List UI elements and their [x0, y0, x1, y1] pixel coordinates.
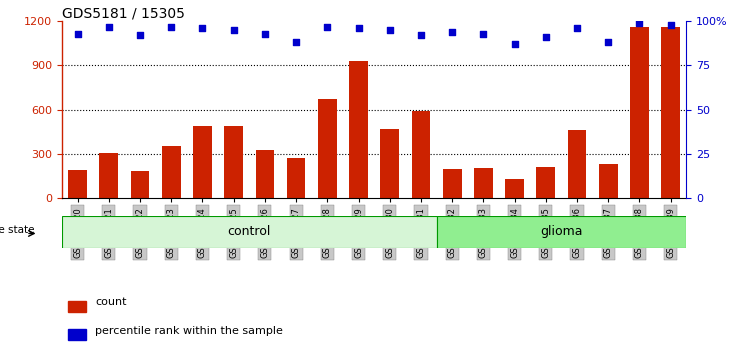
Point: [166, 24, 177, 29]
Text: GDS5181 / 15305: GDS5181 / 15305: [62, 6, 185, 20]
Point: [72, 31, 83, 36]
Bar: [412, 111, 430, 198]
Point: [259, 31, 271, 36]
Bar: [599, 164, 618, 198]
Point: [196, 25, 208, 31]
Point: [477, 31, 489, 36]
Point: [321, 24, 333, 29]
Bar: [505, 179, 524, 198]
Point: [228, 27, 239, 33]
Bar: [443, 170, 461, 198]
Bar: [318, 99, 337, 198]
Text: disease state: disease state: [0, 225, 34, 235]
Bar: [224, 126, 243, 198]
Bar: [255, 149, 274, 198]
Point: [384, 27, 396, 33]
Point: [634, 20, 645, 26]
Point: [103, 24, 115, 29]
Bar: [69, 301, 85, 312]
Point: [446, 29, 458, 35]
Bar: [568, 130, 586, 198]
Bar: [69, 170, 87, 198]
Text: glioma: glioma: [540, 225, 583, 238]
Text: percentile rank within the sample: percentile rank within the sample: [95, 326, 283, 336]
Bar: [630, 27, 649, 198]
Bar: [131, 171, 150, 198]
Point: [353, 25, 364, 31]
Bar: [474, 168, 493, 198]
Text: control: control: [228, 225, 271, 238]
Point: [415, 33, 427, 38]
Bar: [380, 129, 399, 198]
Bar: [661, 27, 680, 198]
Point: [571, 25, 583, 31]
FancyBboxPatch shape: [62, 216, 437, 248]
Bar: [287, 159, 305, 198]
Bar: [193, 126, 212, 198]
FancyBboxPatch shape: [437, 216, 686, 248]
Bar: [162, 146, 180, 198]
Point: [509, 41, 520, 47]
Point: [291, 40, 302, 45]
Point: [540, 34, 552, 40]
Bar: [349, 61, 368, 198]
Point: [134, 33, 146, 38]
Point: [602, 40, 614, 45]
Bar: [537, 167, 555, 198]
Text: count: count: [95, 297, 126, 307]
Bar: [99, 153, 118, 198]
Bar: [69, 329, 85, 340]
Point: [665, 22, 677, 28]
